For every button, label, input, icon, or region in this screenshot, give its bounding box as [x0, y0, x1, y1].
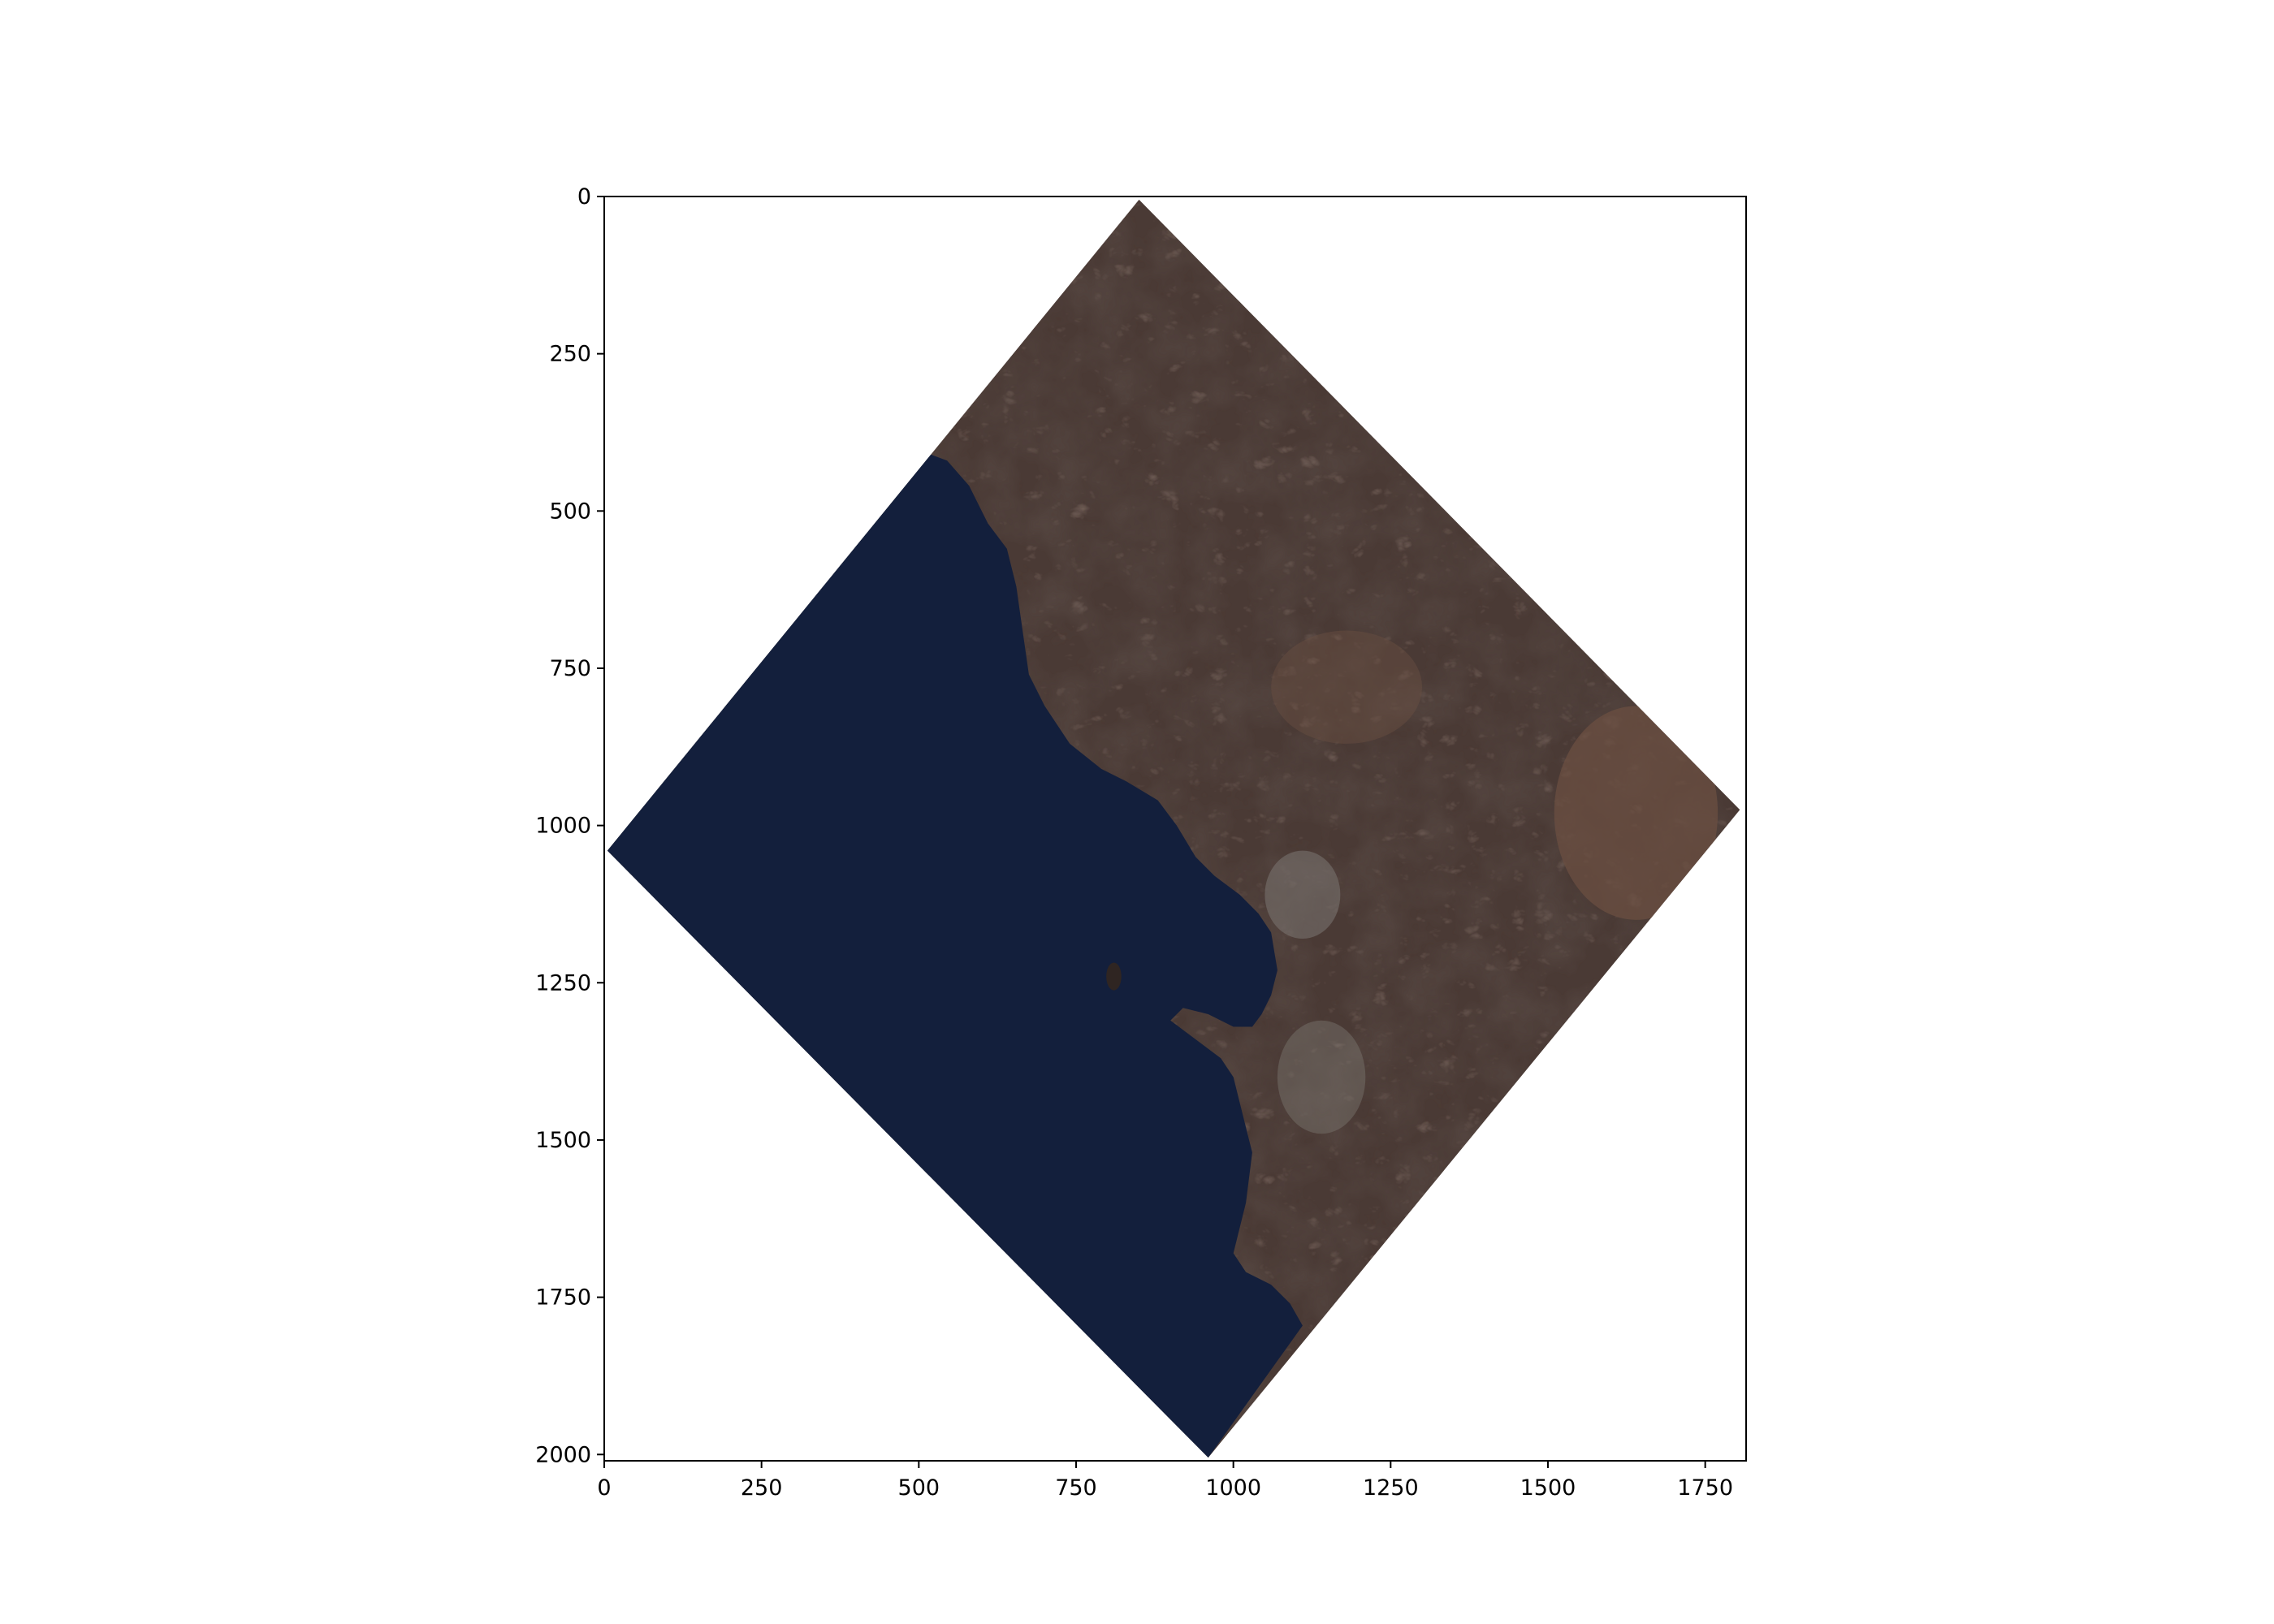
- y-tick-label: 500: [549, 499, 591, 524]
- x-axis: 0 250 500 750 1000 1250 1500 1750: [597, 1461, 1733, 1501]
- ocean: [607, 451, 1303, 1458]
- x-tick-label: 1500: [1520, 1475, 1576, 1501]
- y-tick-label: 1250: [535, 970, 591, 996]
- y-tick-label: 1000: [535, 814, 591, 839]
- y-tick-label: 1500: [535, 1128, 591, 1153]
- x-tick-label: 1250: [1363, 1475, 1419, 1501]
- y-tick-label: 750: [549, 656, 591, 681]
- x-tick-label: 1750: [1677, 1475, 1733, 1501]
- y-tick-label: 1750: [535, 1285, 591, 1311]
- x-tick-label: 1000: [1205, 1475, 1261, 1501]
- x-tick-label: 0: [597, 1475, 611, 1501]
- x-tick-label: 250: [741, 1475, 783, 1501]
- farmland-patch: [1271, 630, 1423, 744]
- y-tick-label: 0: [577, 184, 591, 209]
- urban-area: [1277, 1020, 1366, 1134]
- x-tick-label: 750: [1055, 1475, 1097, 1501]
- axes-frame: [603, 196, 1747, 1462]
- farmland-patch: [1554, 706, 1718, 920]
- y-tick-label: 250: [549, 342, 591, 367]
- urban-area: [1265, 850, 1341, 939]
- x-tick-label: 500: [898, 1475, 940, 1501]
- y-tick-label: 2000: [535, 1442, 591, 1467]
- y-axis: 0 250 500 750 1000 1250 1500 1750 2000: [535, 184, 604, 1467]
- islet: [1106, 962, 1122, 991]
